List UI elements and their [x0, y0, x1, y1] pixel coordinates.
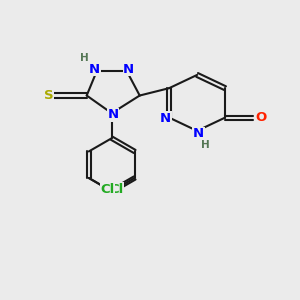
Text: O: O: [256, 110, 267, 124]
Text: Cl: Cl: [100, 183, 114, 196]
Text: H: H: [201, 140, 210, 150]
Text: N: N: [193, 127, 204, 140]
Text: Cl: Cl: [109, 183, 123, 196]
Text: N: N: [89, 63, 100, 76]
Text: S: S: [44, 89, 54, 102]
Text: N: N: [123, 63, 134, 76]
Text: N: N: [107, 108, 118, 121]
Text: H: H: [80, 53, 89, 63]
Text: N: N: [160, 112, 171, 125]
